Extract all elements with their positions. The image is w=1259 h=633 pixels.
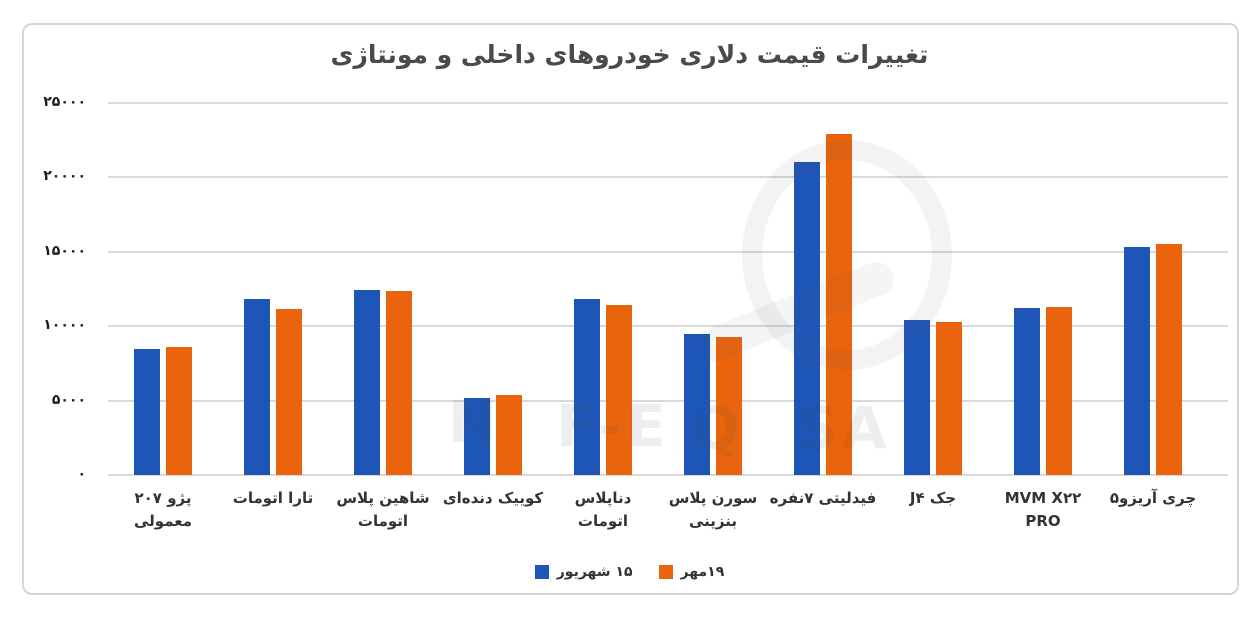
bar-series-0 [464,398,490,475]
y-tick-label: ۰ [77,466,86,482]
bar-group [768,103,878,475]
bar-group [438,103,548,475]
bar-series-0 [794,161,820,475]
y-tick-label: ۲۵۰۰۰ [43,94,86,110]
bar-group [108,103,218,475]
bar-series-1 [1046,306,1072,475]
chart-title: تغییرات قیمت دلاری خودروهای داخلی و مونت… [330,40,929,69]
bar-series-0 [1124,247,1150,475]
legend-label: ۱۵ شهریور [556,564,633,580]
gridline [108,102,1228,104]
category-slot: سورن پلاس بنزینی [658,487,768,534]
x-axis-labels: پژو ۲۰۷ معمولی تارا اتومات شاهین پلاس اتوم… [108,487,1208,534]
category-slot: MVM X۲۲ PRO [988,487,1098,534]
bar-series-1 [276,309,302,475]
gridline [108,474,1228,476]
category-label: MVM X۲۲ PRO [1004,489,1082,531]
gridline [108,250,1228,253]
y-tick-label: ۵۰۰۰ [51,391,86,408]
bar-series-1 [606,305,632,475]
category-label: پژو ۲۰۷ معمولی [133,489,193,531]
category-label: تارا اتومات [232,489,314,507]
bar-series-1 [716,337,742,475]
bar-series-1 [1156,243,1182,475]
category-slot: فیدلیتی ۷نفره [768,487,878,534]
category-slot: کوییک دنده‌ای [438,487,548,534]
y-tick-label: ۱۵۰۰۰ [43,242,86,259]
category-slot: چری آریزو۵ [1098,487,1208,534]
gridline [108,399,1228,402]
legend-item-series-1: ۱۹مهر [658,564,725,580]
bar-series-0 [904,319,930,475]
category-label: جک J۴ [909,489,957,507]
bar-group [658,103,768,475]
bar-series-0 [1014,308,1040,475]
bar-series-0 [574,299,600,475]
y-tick-label: ۲۰۰۰۰ [43,168,86,185]
legend-item-series-0: ۱۵ شهریور [534,564,633,580]
category-label: دناپلاس اتومات [574,489,632,531]
bar-group [1098,103,1208,475]
category-label: کوییک دنده‌ای [442,489,544,507]
legend-swatch [534,565,549,579]
bar-series-1 [936,321,962,475]
category-slot: پژو ۲۰۷ معمولی [108,487,218,534]
bar-series-1 [826,134,852,475]
gridline [108,325,1228,328]
bar-series-1 [496,394,522,475]
bar-group [988,103,1098,475]
legend-label: ۱۹مهر [680,564,725,580]
category-label: فیدلیتی ۷نفره [769,489,877,507]
y-tick-label: ۱۰۰۰۰ [43,317,86,334]
category-slot: شاهین پلاس اتومات [328,487,438,534]
category-label: چری آریزو۵ [1109,489,1197,507]
bar-series-0 [244,299,270,475]
bar-series-0 [684,334,710,475]
legend: ۱۵ شهریور ۱۹مهر [0,564,1259,580]
bar-group [548,103,658,475]
category-label: سورن پلاس بنزینی [668,489,758,531]
category-label: شاهین پلاس اتومات [336,489,430,531]
category-slot: دناپلاس اتومات [548,487,658,534]
bar-series-0 [134,348,160,475]
category-slot: تارا اتومات [218,487,328,534]
y-axis: ۲۵۰۰۰ ۲۰۰۰۰ ۱۵۰۰۰ ۱۰۰۰۰ ۵۰۰۰ ۰ [26,94,96,482]
gridline [108,176,1228,179]
bar-group [328,103,438,475]
plot-area [108,102,1228,476]
bar-series-0 [354,289,380,475]
bar-group [218,103,328,475]
bar-groups [108,103,1208,475]
bar-group [878,103,988,475]
bar-series-1 [166,347,192,475]
bar-series-1 [386,290,412,475]
legend-swatch [658,565,673,579]
category-slot: جک J۴ [878,487,988,534]
